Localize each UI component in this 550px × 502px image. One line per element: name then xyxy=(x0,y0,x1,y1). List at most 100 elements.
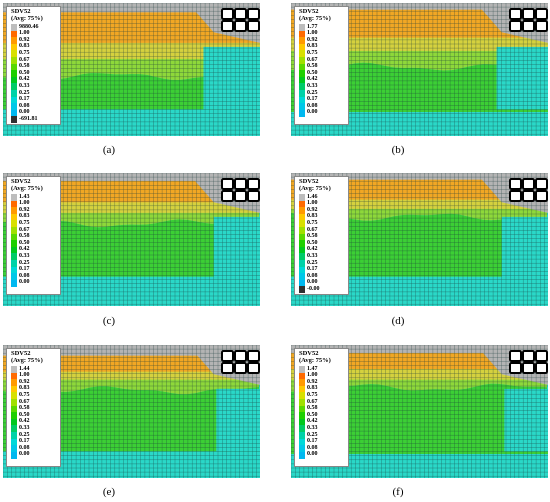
legend-entry: 0.67 xyxy=(11,227,59,234)
legend-value: 0.50 xyxy=(19,239,30,246)
legend-swatch xyxy=(299,83,305,91)
legend-value: 0.67 xyxy=(19,398,30,405)
legend-value: 0.08 xyxy=(19,272,30,279)
legend-swatch xyxy=(299,103,305,111)
legend-entry: 0.08 xyxy=(11,272,59,281)
legend-value: 0.42 xyxy=(19,246,30,253)
legend-entry: 0.17 xyxy=(299,96,347,104)
legend-swatch xyxy=(299,385,305,393)
legend-subtitle: (Avg: 75%) xyxy=(299,185,331,192)
legend-entry: 0.83 xyxy=(299,43,347,51)
legend-value: 9880.46 xyxy=(19,23,39,30)
legend-swatch xyxy=(11,43,17,51)
legend: SDV52 (Avg: 75%) 1.43 1.00 0.92 0.83 0.75 0.67 0… xyxy=(6,176,61,295)
legend-entry: 0.17 xyxy=(11,96,59,104)
legend-swatch xyxy=(11,451,17,459)
legend-swatch xyxy=(299,220,305,228)
legend-entry: 0.83 xyxy=(11,43,59,51)
legend-entry: 0.67 xyxy=(299,227,347,234)
stress-contour-plot xyxy=(3,3,260,136)
legend-value: 0.50 xyxy=(19,411,30,418)
legend-entry: 1.47 xyxy=(299,366,347,373)
legend: SDV52 (Avg: 75%) 1.46 1.00 0.92 0.83 0.75 0.67 0… xyxy=(294,176,349,295)
legend-value: 0.67 xyxy=(19,56,30,63)
legend-swatch xyxy=(299,70,305,78)
legend-swatch xyxy=(299,286,305,294)
legend-entry: 0.92 xyxy=(11,378,59,387)
legend-entry: 0.58 xyxy=(299,405,347,413)
legend-value: 0.83 xyxy=(19,385,30,392)
legend-entry: 0.25 xyxy=(11,432,59,439)
legend-swatch xyxy=(11,200,17,208)
legend-value: 0.83 xyxy=(307,385,318,392)
legend-swatch xyxy=(299,30,305,38)
legend-swatch xyxy=(11,366,17,373)
legend-swatch xyxy=(11,83,17,91)
legend-entry: 0.33 xyxy=(11,253,59,261)
legend-entry: 0.42 xyxy=(11,76,59,84)
legend-value: 0.25 xyxy=(19,259,30,266)
legend: SDV52 (Avg: 75%) 1.77 1.00 0.92 0.83 0.75 0.67 0… xyxy=(294,6,349,125)
legend-value: 0.33 xyxy=(19,424,30,431)
legend-swatch xyxy=(11,194,17,201)
legend-value: 0.33 xyxy=(307,252,318,259)
legend-value: 0.17 xyxy=(19,266,30,273)
legend-swatch xyxy=(299,438,305,446)
legend-entry: 0.00 xyxy=(299,451,347,459)
legend-value: 1.43 xyxy=(19,193,30,200)
legend-entry: 0.08 xyxy=(299,103,347,111)
legend-value: 0.00 xyxy=(307,279,318,286)
legend-value: 0.92 xyxy=(19,378,30,385)
tunnel-section xyxy=(221,350,260,374)
legend-value: 0.25 xyxy=(307,259,318,266)
legend-swatch xyxy=(299,445,305,453)
legend-swatch xyxy=(11,438,17,446)
legend-value: 1.00 xyxy=(19,200,30,207)
legend-value: 0.58 xyxy=(19,405,30,412)
legend-value: 0.58 xyxy=(307,405,318,412)
legend-swatch xyxy=(299,418,305,426)
legend-swatch xyxy=(299,405,305,413)
legend-value: 1.44 xyxy=(19,365,30,372)
legend-entry: 0.83 xyxy=(299,213,347,221)
legend-entry: 0.25 xyxy=(299,260,347,267)
legend-entry: 0.33 xyxy=(299,425,347,433)
legend-swatch xyxy=(299,279,305,287)
legend-entry: 0.25 xyxy=(299,432,347,439)
legend-swatch xyxy=(299,50,305,58)
legend-swatch xyxy=(299,372,305,380)
legend-swatch xyxy=(11,24,17,31)
legend-entry: 0.42 xyxy=(299,418,347,426)
contour-panel-d: SDV52 (Avg: 75%) 1.46 1.00 0.92 0.83 0.75 0.67 0… xyxy=(291,173,548,306)
legend-value: 0.75 xyxy=(19,49,30,56)
legend-swatch xyxy=(11,405,17,413)
legend-entry: 9880.46 xyxy=(11,24,59,31)
legend-value: 0.25 xyxy=(19,431,30,438)
legend-subtitle: (Avg: 75%) xyxy=(299,357,331,364)
legend-swatch xyxy=(11,63,17,71)
legend-entry: 0.25 xyxy=(11,260,59,267)
legend-value: 0.67 xyxy=(307,56,318,63)
legend-swatch xyxy=(299,90,305,97)
legend-entry: 0.42 xyxy=(11,246,59,254)
tunnel-section xyxy=(509,350,548,374)
legend-value: 0.75 xyxy=(307,219,318,226)
legend-subtitle: (Avg: 75%) xyxy=(11,357,43,364)
legend-entry: 0.92 xyxy=(299,378,347,387)
legend-value: 0.08 xyxy=(307,444,318,451)
legend-swatch xyxy=(299,57,305,64)
legend-value: 0.83 xyxy=(19,213,30,220)
legend-swatch xyxy=(299,425,305,433)
legend-swatch xyxy=(299,399,305,406)
legend-swatch xyxy=(11,372,17,380)
legend-subtitle: (Avg: 75%) xyxy=(299,15,331,22)
legend-value: 0.92 xyxy=(307,378,318,385)
legend-swatch xyxy=(299,273,305,281)
legend-value: 1.77 xyxy=(307,23,318,30)
contour-panel-c: SDV52 (Avg: 75%) 1.43 1.00 0.92 0.83 0.75 0.67 0… xyxy=(3,173,260,306)
panel-caption: (c) xyxy=(102,315,116,327)
legend-entry: 0.92 xyxy=(299,37,347,45)
legend-swatch xyxy=(299,96,305,104)
tunnel-section xyxy=(221,178,260,202)
legend-swatch xyxy=(11,30,17,38)
